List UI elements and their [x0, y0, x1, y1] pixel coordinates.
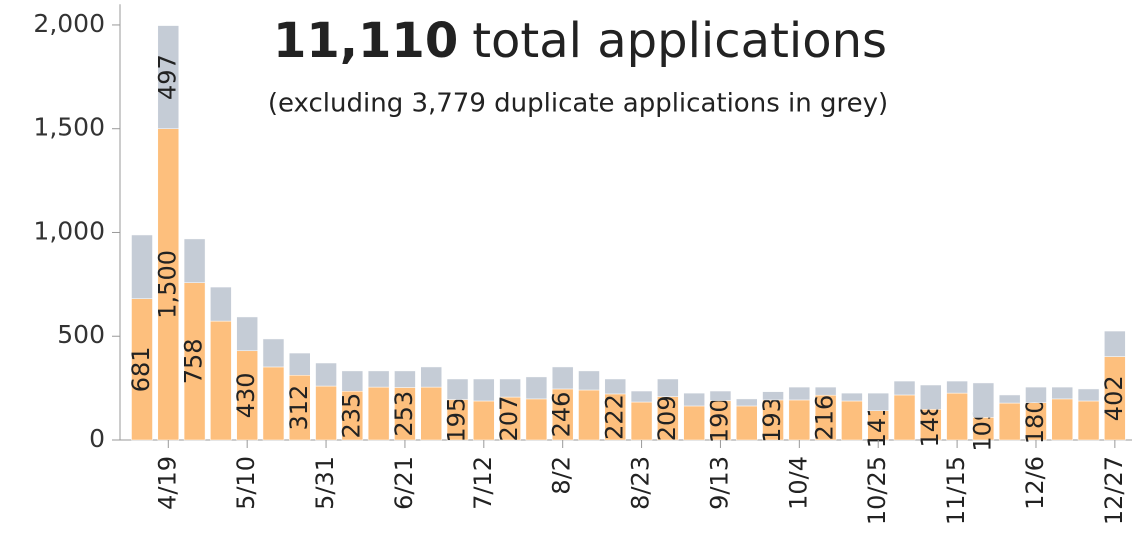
data-label: 312 [285, 385, 313, 431]
bar-segment [1025, 386, 1047, 403]
y-tick-label: 1,500 [33, 113, 105, 142]
data-label: 193 [758, 397, 786, 443]
data-label: 216 [811, 395, 839, 441]
x-tick-label: 4/19 [153, 456, 181, 510]
bar-segment [131, 234, 153, 299]
data-label: 195 [443, 397, 471, 443]
bar-segment [762, 391, 784, 401]
data-label: 681 [127, 346, 155, 392]
x-tick-label: 8/2 [548, 456, 576, 495]
data-label: 207 [495, 396, 523, 442]
bar-segment [262, 366, 285, 441]
bar-segment [946, 392, 968, 441]
title-text: total applications [472, 13, 887, 69]
bar-segment [262, 338, 285, 368]
bar-segment [1077, 388, 1100, 402]
bar-segment [1104, 330, 1126, 357]
data-label: 402 [1100, 375, 1128, 421]
bar-segment [183, 238, 206, 283]
bar-segment [289, 352, 311, 376]
bar-segment [893, 380, 916, 396]
bar-segment [210, 286, 232, 322]
bar-segment [367, 370, 390, 388]
bar-segment [683, 392, 705, 407]
bar-segment [1051, 386, 1074, 400]
bar-segment [578, 389, 600, 441]
bar-segment [735, 405, 758, 441]
x-tick-label: 7/12 [469, 456, 497, 510]
x-tick-label: 10/4 [784, 456, 812, 510]
bar-segment [788, 386, 811, 401]
bar-segment [972, 382, 995, 418]
bar-segment [946, 380, 968, 394]
bar-segment [1051, 398, 1074, 441]
bar-segment [525, 398, 548, 441]
x-tick-label: 9/13 [705, 456, 733, 510]
data-label: 497 [153, 54, 181, 100]
y-tick-label: 1,000 [33, 216, 105, 245]
bar-segment [604, 378, 627, 395]
bar-segment [1077, 400, 1100, 441]
bar-segment [841, 392, 863, 402]
bar-segment [841, 400, 863, 441]
bar-segment [735, 398, 758, 407]
y-tick-label: 0 [89, 424, 105, 453]
chart-title: 11,110 total applications [273, 13, 887, 69]
bar-segment [341, 370, 364, 392]
bar-segment [367, 386, 390, 441]
bar-segment [630, 390, 653, 403]
data-label: 246 [548, 392, 576, 438]
bar-segment [709, 390, 732, 401]
x-tick-label: 10/25 [863, 456, 891, 525]
data-label: 222 [600, 394, 628, 440]
bar-segment [499, 378, 521, 398]
chart-subtitle: (excluding 3,779 duplicate applications … [268, 89, 888, 119]
bar-segment [814, 386, 837, 396]
bar-segment [867, 392, 889, 411]
x-tick-label: 6/21 [390, 456, 418, 510]
x-tick-label: 12/6 [1021, 456, 1049, 510]
data-label: 180 [1021, 398, 1049, 444]
bar-segment [657, 378, 679, 397]
data-label: 758 [180, 338, 208, 384]
bar-segment [998, 394, 1021, 404]
bar-segment [315, 362, 337, 387]
data-label: 430 [232, 372, 260, 418]
bar-segment [683, 405, 705, 441]
bar-segment [920, 384, 942, 410]
bar-segment [394, 370, 416, 388]
x-tick-label: 5/31 [311, 456, 339, 510]
bar-segment [420, 386, 442, 441]
data-label: 235 [337, 393, 365, 439]
title-number: 11,110 [273, 13, 458, 69]
x-tick-label: 8/23 [627, 456, 655, 510]
bar-segment [525, 376, 548, 400]
bar-segment [157, 25, 180, 129]
bar-segment [473, 378, 495, 402]
bar-segment [998, 402, 1021, 441]
bar-segment [893, 394, 916, 441]
y-tick-label: 500 [57, 320, 105, 349]
bar-segment [630, 401, 653, 441]
bar-segment [236, 316, 258, 352]
bar-segment [551, 366, 574, 390]
x-tick-label: 11/15 [942, 456, 970, 525]
bar-segment [578, 370, 600, 391]
bar-segment [788, 399, 811, 441]
bar-segment [315, 385, 337, 441]
data-label: 1,500 [153, 250, 181, 319]
bar-segment [473, 400, 495, 441]
data-label: 190 [705, 397, 733, 443]
bar-segment [446, 378, 469, 400]
data-label: 253 [390, 391, 418, 437]
bar-segment [420, 366, 442, 388]
data-label: 209 [653, 395, 681, 441]
x-tick-label: 12/27 [1100, 456, 1128, 525]
x-tick-label: 5/10 [232, 456, 260, 510]
y-tick-label: 2,000 [33, 9, 105, 38]
bar-segment [210, 320, 232, 441]
